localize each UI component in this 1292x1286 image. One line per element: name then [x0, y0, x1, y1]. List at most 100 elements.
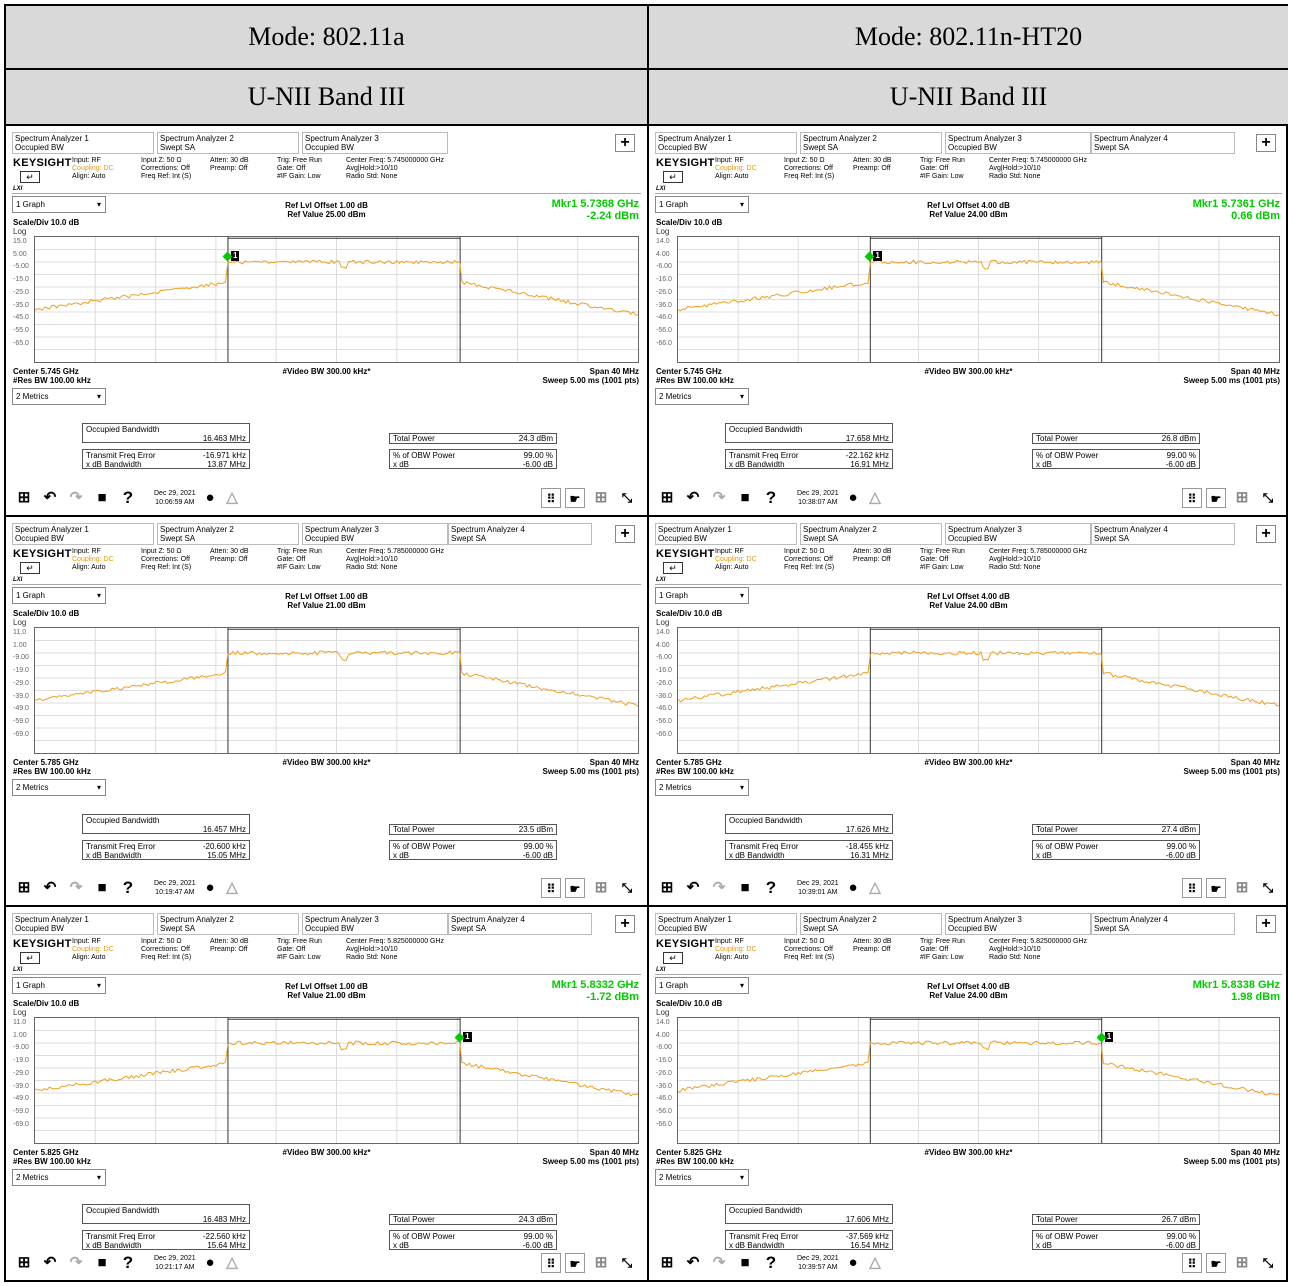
- undo-icon[interactable]: ↶: [43, 489, 57, 506]
- tab-spectrum-analyzer-4[interactable]: Spectrum Analyzer 4 Swept SA: [1091, 132, 1235, 154]
- warning-icon[interactable]: △: [869, 879, 881, 896]
- layout-icon[interactable]: ⊞: [1235, 489, 1249, 506]
- fullscreen-icon[interactable]: ⤡: [621, 880, 633, 895]
- windows-icon[interactable]: ⊞: [17, 879, 31, 896]
- fullscreen-icon[interactable]: ⤡: [621, 490, 633, 505]
- spectrum-plot[interactable]: [677, 627, 1280, 754]
- correction-settings[interactable]: Input Z: 50 Ω Corrections: Off Freq Ref:…: [784, 548, 834, 572]
- tab-spectrum-analyzer-2[interactable]: Spectrum Analyzer 2 Swept SA: [800, 523, 942, 545]
- fullscreen-icon[interactable]: ⤡: [621, 1255, 633, 1270]
- frequency-settings[interactable]: Center Freq: 5.825000000 GHz Avg|Hold:>1…: [989, 938, 1087, 962]
- attenuation-settings[interactable]: Atten: 30 dB Preamp: Off: [853, 938, 892, 954]
- file-icon[interactable]: ■: [97, 879, 107, 896]
- keypad-icon[interactable]: ⠿: [541, 1253, 561, 1273]
- tab-spectrum-analyzer-4[interactable]: Spectrum Analyzer 4 Swept SA: [1091, 913, 1235, 935]
- metrics-dropdown[interactable]: 2 Metrics: [655, 1169, 749, 1186]
- trigger-settings[interactable]: Trig: Free Run Gate: Off #IF Gain: Low: [277, 157, 322, 181]
- redo-icon[interactable]: ↷: [69, 489, 83, 506]
- file-icon[interactable]: ■: [97, 1254, 107, 1271]
- add-screen-button[interactable]: +: [1256, 915, 1276, 933]
- input-settings[interactable]: Input: RF Coupling: DC Align: Auto: [715, 938, 757, 962]
- input-settings[interactable]: Input: RF Coupling: DC Align: Auto: [715, 548, 757, 572]
- touch-icon[interactable]: ☛: [565, 488, 585, 508]
- trigger-settings[interactable]: Trig: Free Run Gate: Off #IF Gain: Low: [920, 548, 965, 572]
- spectrum-plot[interactable]: 1: [677, 1017, 1280, 1144]
- add-screen-button[interactable]: +: [615, 525, 635, 543]
- keypad-icon[interactable]: ⠿: [1182, 1253, 1202, 1273]
- fullscreen-icon[interactable]: ⤡: [1262, 880, 1274, 895]
- attenuation-settings[interactable]: Atten: 30 dB Preamp: Off: [853, 157, 892, 173]
- correction-settings[interactable]: Input Z: 50 Ω Corrections: Off Freq Ref:…: [141, 938, 191, 962]
- keypad-icon[interactable]: ⠿: [541, 878, 561, 898]
- windows-icon[interactable]: ⊞: [17, 1254, 31, 1271]
- metrics-dropdown[interactable]: 2 Metrics: [12, 779, 106, 796]
- tab-spectrum-analyzer-1[interactable]: Spectrum Analyzer 1 Occupied BW: [12, 132, 154, 154]
- local-input-icon[interactable]: ↵: [20, 171, 40, 183]
- graph-layout-dropdown[interactable]: 1 Graph: [12, 587, 106, 604]
- metrics-dropdown[interactable]: 2 Metrics: [12, 388, 106, 405]
- help-icon[interactable]: ?: [122, 488, 134, 507]
- file-icon[interactable]: ■: [740, 489, 750, 506]
- file-icon[interactable]: ■: [740, 879, 750, 896]
- tab-spectrum-analyzer-2[interactable]: Spectrum Analyzer 2 Swept SA: [157, 913, 299, 935]
- warning-icon[interactable]: △: [226, 879, 238, 896]
- touch-icon[interactable]: ☛: [1206, 488, 1226, 508]
- help-icon[interactable]: ?: [122, 1253, 134, 1272]
- touch-icon[interactable]: ☛: [565, 878, 585, 898]
- tab-spectrum-analyzer-2[interactable]: Spectrum Analyzer 2 Swept SA: [157, 132, 299, 154]
- attenuation-settings[interactable]: Atten: 30 dB Preamp: Off: [210, 938, 249, 954]
- local-input-icon[interactable]: ↵: [663, 562, 683, 574]
- message-icon[interactable]: ●: [848, 1254, 858, 1271]
- windows-icon[interactable]: ⊞: [17, 489, 31, 506]
- graph-layout-dropdown[interactable]: 1 Graph: [655, 977, 749, 994]
- tab-spectrum-analyzer-1[interactable]: Spectrum Analyzer 1 Occupied BW: [655, 132, 797, 154]
- local-input-icon[interactable]: ↵: [20, 952, 40, 964]
- help-icon[interactable]: ?: [122, 878, 134, 897]
- layout-icon[interactable]: ⊞: [1235, 1254, 1249, 1271]
- spectrum-plot[interactable]: 1: [34, 1017, 639, 1144]
- trigger-settings[interactable]: Trig: Free Run Gate: Off #IF Gain: Low: [920, 938, 965, 962]
- frequency-settings[interactable]: Center Freq: 5.745000000 GHz Avg|Hold:>1…: [346, 157, 444, 181]
- touch-icon[interactable]: ☛: [1206, 1253, 1226, 1273]
- correction-settings[interactable]: Input Z: 50 Ω Corrections: Off Freq Ref:…: [784, 938, 834, 962]
- attenuation-settings[interactable]: Atten: 30 dB Preamp: Off: [853, 548, 892, 564]
- input-settings[interactable]: Input: RF Coupling: DC Align: Auto: [72, 548, 114, 572]
- tab-spectrum-analyzer-2[interactable]: Spectrum Analyzer 2 Swept SA: [800, 913, 942, 935]
- tab-spectrum-analyzer-4[interactable]: Spectrum Analyzer 4 Swept SA: [448, 913, 592, 935]
- tab-spectrum-analyzer-3[interactable]: Spectrum Analyzer 3 Occupied BW: [945, 523, 1091, 545]
- tab-spectrum-analyzer-3[interactable]: Spectrum Analyzer 3 Occupied BW: [945, 132, 1091, 154]
- message-icon[interactable]: ●: [848, 489, 858, 506]
- windows-icon[interactable]: ⊞: [660, 879, 674, 896]
- frequency-settings[interactable]: Center Freq: 5.745000000 GHz Avg|Hold:>1…: [989, 157, 1087, 181]
- redo-icon[interactable]: ↷: [712, 489, 726, 506]
- tab-spectrum-analyzer-4[interactable]: Spectrum Analyzer 4 Swept SA: [448, 523, 592, 545]
- attenuation-settings[interactable]: Atten: 30 dB Preamp: Off: [210, 548, 249, 564]
- tab-spectrum-analyzer-3[interactable]: Spectrum Analyzer 3 Occupied BW: [302, 913, 448, 935]
- message-icon[interactable]: ●: [205, 1254, 215, 1271]
- trigger-settings[interactable]: Trig: Free Run Gate: Off #IF Gain: Low: [277, 938, 322, 962]
- tab-spectrum-analyzer-3[interactable]: Spectrum Analyzer 3 Occupied BW: [945, 913, 1091, 935]
- add-screen-button[interactable]: +: [615, 915, 635, 933]
- tab-spectrum-analyzer-1[interactable]: Spectrum Analyzer 1 Occupied BW: [655, 913, 797, 935]
- help-icon[interactable]: ?: [765, 488, 777, 507]
- undo-icon[interactable]: ↶: [43, 879, 57, 896]
- attenuation-settings[interactable]: Atten: 30 dB Preamp: Off: [210, 157, 249, 173]
- layout-icon[interactable]: ⊞: [594, 879, 608, 896]
- redo-icon[interactable]: ↷: [69, 1254, 83, 1271]
- windows-icon[interactable]: ⊞: [660, 489, 674, 506]
- redo-icon[interactable]: ↷: [712, 1254, 726, 1271]
- add-screen-button[interactable]: +: [1256, 134, 1276, 152]
- tab-spectrum-analyzer-1[interactable]: Spectrum Analyzer 1 Occupied BW: [12, 913, 154, 935]
- undo-icon[interactable]: ↶: [686, 1254, 700, 1271]
- graph-layout-dropdown[interactable]: 1 Graph: [12, 196, 106, 213]
- local-input-icon[interactable]: ↵: [663, 952, 683, 964]
- add-screen-button[interactable]: +: [615, 134, 635, 152]
- marker-1[interactable]: 1: [864, 251, 882, 261]
- tab-spectrum-analyzer-1[interactable]: Spectrum Analyzer 1 Occupied BW: [655, 523, 797, 545]
- input-settings[interactable]: Input: RF Coupling: DC Align: Auto: [72, 938, 114, 962]
- keypad-icon[interactable]: ⠿: [1182, 488, 1202, 508]
- touch-icon[interactable]: ☛: [1206, 878, 1226, 898]
- metrics-dropdown[interactable]: 2 Metrics: [655, 388, 749, 405]
- keypad-icon[interactable]: ⠿: [1182, 878, 1202, 898]
- correction-settings[interactable]: Input Z: 50 Ω Corrections: Off Freq Ref:…: [141, 157, 191, 181]
